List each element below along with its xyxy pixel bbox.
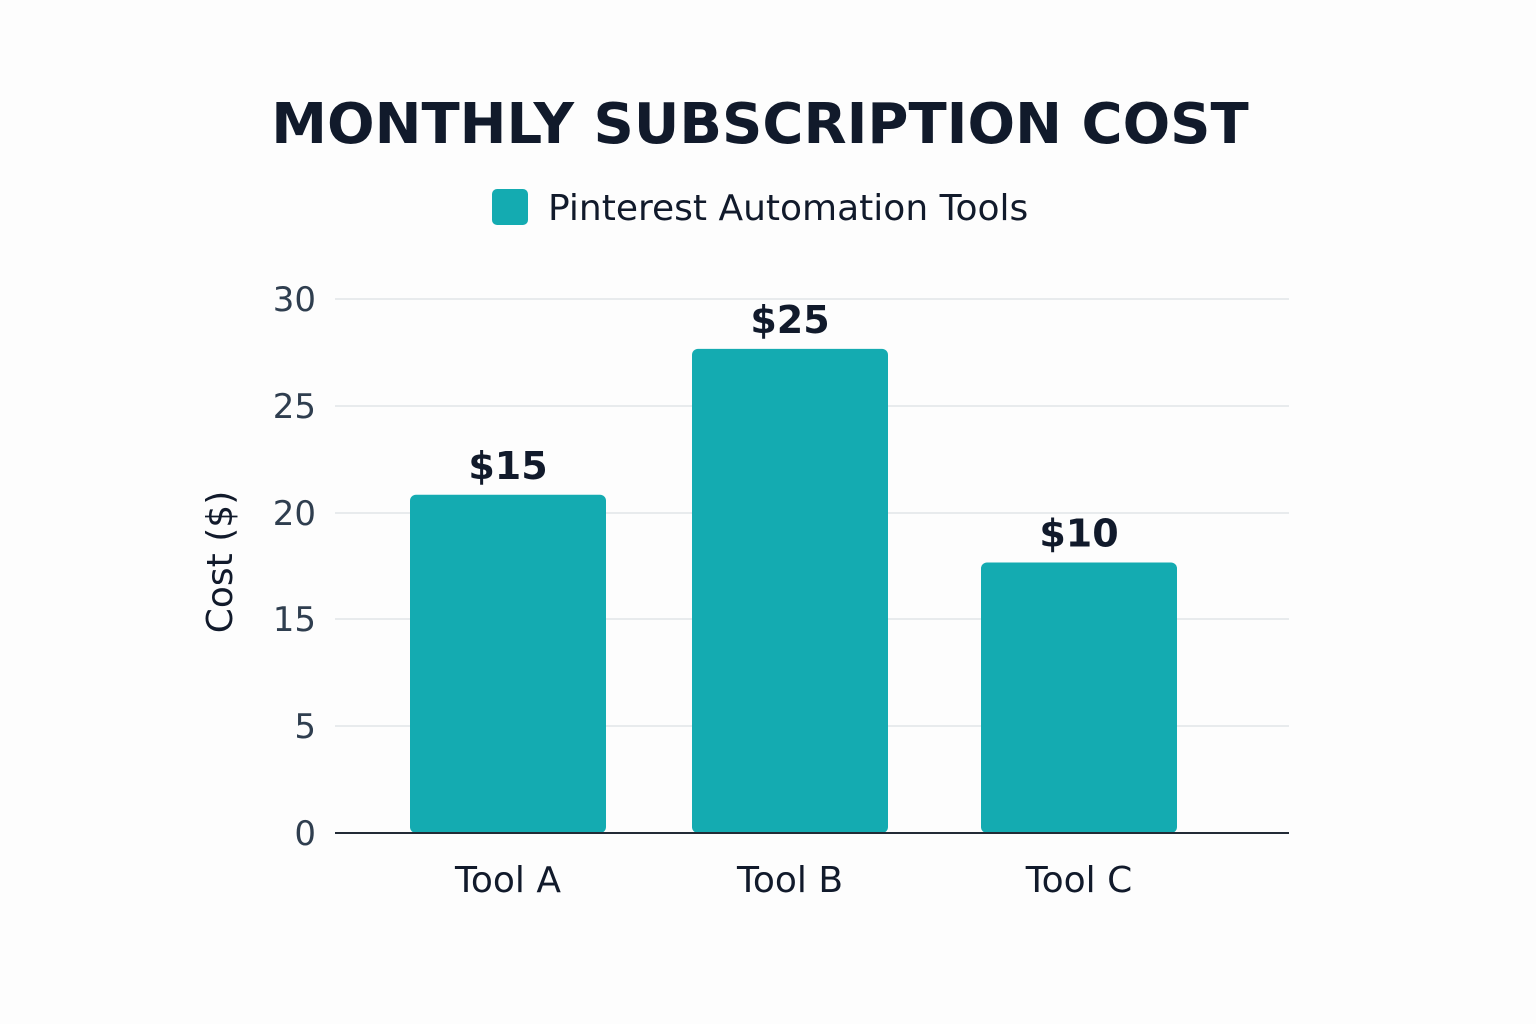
x-axis-categories: Tool A Tool B Tool C (454, 860, 1132, 901)
data-label: $25 (750, 298, 829, 342)
x-category-label: Tool A (454, 860, 561, 901)
data-label: $15 (468, 444, 547, 488)
legend-swatch (492, 189, 528, 225)
y-tick-label: 5 (294, 707, 316, 747)
x-category-label: Tool B (736, 860, 843, 901)
data-label: $10 (1039, 511, 1118, 555)
bar-tool-c (981, 562, 1177, 833)
y-axis-ticks: 0 5 15 20 25 30 (273, 280, 316, 854)
bar-tool-b (692, 348, 888, 833)
y-tick-label: 30 (273, 280, 316, 320)
y-tick-label: 0 (294, 814, 316, 854)
legend-label: Pinterest Automation Tools (548, 188, 1028, 229)
bar-tool-a (410, 494, 606, 833)
y-tick-label: 20 (273, 494, 316, 534)
y-tick-label: 15 (273, 600, 316, 640)
bars (410, 348, 1177, 833)
x-category-label: Tool C (1025, 860, 1133, 901)
legend: Pinterest Automation Tools (492, 188, 1028, 229)
y-tick-label: 25 (273, 387, 316, 427)
y-axis-label: Cost ($) (200, 491, 241, 633)
data-labels: $15 $25 $10 (468, 298, 1118, 556)
chart-title: MONTHLY SUBSCRIPTION COST (271, 92, 1248, 157)
